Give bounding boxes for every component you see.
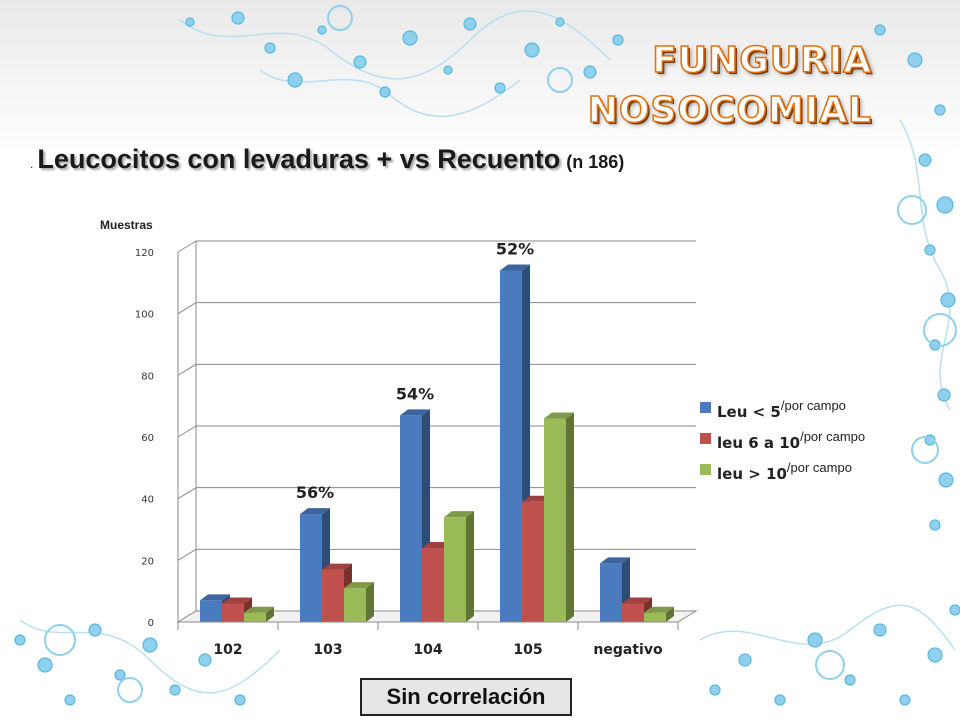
grid-diagonal (177, 363, 197, 376)
bar-side (366, 582, 374, 622)
bar (344, 588, 366, 622)
subtitle-bullet: . (30, 157, 34, 171)
bar-top (344, 582, 374, 589)
legend-item-leu-gt-10: leu > 10/por campo (700, 460, 900, 491)
bar (444, 517, 466, 622)
legend-item-leu-lt-5: Leu < 5/por campo (700, 398, 900, 429)
grid-diagonal (177, 240, 197, 253)
conclusion-box: Sin correlación (360, 678, 572, 716)
chart-legend: Leu < 5/por campo leu 6 a 10/por campo l… (700, 398, 900, 491)
x-tick-label: negativo (593, 642, 663, 658)
bar-side (566, 412, 574, 622)
legend-label: leu 6 a 10 (717, 434, 801, 452)
bar-top (622, 597, 652, 604)
legend-label: Leu < 5 (717, 403, 781, 421)
slide-title: FUNGURIA NOSOCOMIAL (472, 36, 872, 136)
x-tick-label: 103 (313, 642, 342, 658)
bar-top (322, 563, 352, 570)
legend-swatch-blue (700, 402, 711, 413)
legend-swatch-green (700, 464, 711, 475)
y-axis-label: Muestras (100, 218, 153, 232)
bar-top (222, 597, 252, 604)
bar (400, 415, 422, 622)
bar-top (644, 606, 674, 613)
bar (222, 603, 244, 622)
legend-label: leu > 10 (717, 465, 787, 483)
bar-top (300, 508, 330, 515)
grid-diagonal (177, 425, 197, 438)
percentage-annotation: 54% (396, 384, 434, 403)
bar (522, 501, 544, 622)
bar-top (200, 594, 230, 601)
x-tick-label: 104 (413, 642, 442, 658)
bar-side (666, 606, 674, 622)
legend-unit: /por campo (786, 460, 852, 475)
bar (600, 563, 622, 622)
subtitle: . Leucocitos con levaduras + vs Recuento(… (30, 144, 624, 175)
bar (500, 270, 522, 622)
legend-unit: /por campo (800, 429, 866, 444)
bar-top (600, 557, 630, 564)
bar-top (244, 606, 274, 613)
bar (622, 603, 644, 622)
bar (200, 600, 222, 622)
bar-top (544, 412, 574, 419)
grid-diagonal (177, 548, 197, 561)
y-tick-label: 60 (141, 433, 154, 444)
y-tick-label: 0 (148, 618, 154, 629)
bar-side (466, 511, 474, 622)
bar (422, 548, 444, 622)
legend-item-leu-6-10: leu 6 a 10/por campo (700, 429, 900, 460)
title-line-2: NOSOCOMIAL (587, 89, 872, 132)
bar (300, 514, 322, 622)
y-tick-label: 40 (141, 495, 154, 506)
bar-top (444, 511, 474, 518)
grid-diagonal (177, 487, 197, 500)
y-tick-label: 120 (135, 248, 154, 259)
y-tick-label: 20 (141, 556, 154, 567)
bar-top (500, 264, 530, 271)
bar (244, 612, 266, 622)
percentage-annotation: 56% (296, 483, 334, 502)
bar-side (266, 606, 274, 622)
sample-size: (n 186) (566, 152, 625, 172)
x-tick-label: 105 (513, 642, 542, 658)
bar (322, 569, 344, 622)
title-line-1: FUNGURIA (652, 39, 872, 82)
y-tick-label: 100 (135, 310, 154, 321)
legend-swatch-red (700, 433, 711, 444)
y-tick-label: 80 (141, 371, 154, 382)
bar-top (400, 409, 430, 416)
x-tick-label: 102 (213, 642, 242, 658)
legend-unit: /por campo (780, 398, 846, 413)
grid-diagonal (177, 302, 197, 315)
bar (644, 612, 666, 622)
percentage-annotation: 52% (496, 240, 534, 259)
subtitle-text: Leucocitos con levaduras + vs Recuento (37, 144, 561, 174)
bar (544, 418, 566, 622)
